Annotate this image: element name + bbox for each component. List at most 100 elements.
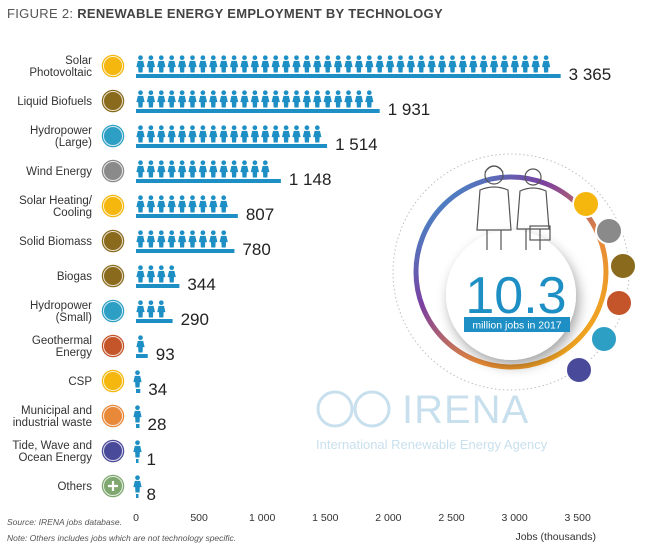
bar-base: [136, 109, 380, 113]
category-label: Hydropower: [30, 300, 92, 312]
leaf-icon: [100, 88, 126, 114]
plus-icon: [100, 473, 126, 499]
bar: [136, 125, 328, 148]
bar-base: [136, 284, 180, 288]
bars-layer: [133, 55, 561, 498]
bar-base: [136, 459, 139, 463]
bar: [133, 440, 142, 463]
bar: [133, 475, 142, 498]
category-label: Cooling: [53, 207, 92, 219]
ring-sun-icon: [572, 190, 600, 218]
ring-leaf-icon: [609, 252, 637, 280]
value-label: 780: [242, 240, 270, 259]
x-tick-label: 1 500: [312, 512, 338, 524]
x-tick-label: 3 000: [501, 512, 527, 524]
source-note: Source: IRENA jobs database.: [7, 517, 122, 527]
infographic-total: 10.3 million jobs in 2017: [392, 153, 637, 391]
bar: [136, 90, 380, 113]
value-label: 8: [147, 485, 156, 504]
value-label: 34: [148, 380, 167, 399]
ring-water-drop-icon: [590, 325, 618, 353]
x-tick-label: 2 000: [375, 512, 401, 524]
category-label: Solar Heating/: [19, 195, 93, 207]
value-label: 93: [156, 345, 175, 364]
x-tick-label: 1 000: [249, 512, 275, 524]
bar: [133, 405, 142, 428]
value-label: 3 365: [569, 65, 612, 84]
bar-base: [136, 179, 281, 183]
x-tick-label: 3 500: [565, 512, 591, 524]
irena-full-name: International Renewable Energy Agency: [316, 437, 548, 452]
category-label: Others: [57, 481, 92, 493]
ring-volcano-icon: [605, 289, 633, 317]
x-axis-title: Jobs (thousands): [515, 531, 596, 543]
category-label: CSP: [68, 376, 92, 388]
bar: [136, 335, 148, 358]
category-label: Liquid Biofuels: [17, 96, 92, 108]
ring-wind-icon: [595, 217, 623, 245]
category-label: Hydropower: [30, 125, 92, 137]
bar: [136, 265, 180, 288]
category-label: Photovoltaic: [29, 67, 92, 79]
ring-wave-icon: [565, 356, 593, 384]
category-label: Geothermal: [32, 335, 92, 347]
leaf-icon: [100, 263, 126, 289]
irena-logo-icon: [316, 390, 354, 428]
infographic-subtitle: million jobs in 2017: [472, 320, 561, 332]
wind-icon: [100, 158, 126, 184]
value-label: 290: [181, 310, 209, 329]
bar-base: [136, 494, 139, 498]
bar-base: [136, 319, 173, 323]
value-label: 807: [246, 205, 274, 224]
sun-icon: [100, 368, 126, 394]
value-label: 1 514: [335, 135, 378, 154]
sun-icon: [100, 193, 126, 219]
category-label: Solar: [65, 55, 92, 67]
value-label: 344: [187, 275, 215, 294]
x-tick-label: 0: [133, 512, 139, 524]
x-axis: 0 500 1 000 1 500 2 000 2 500 3 000 3 500 Jobs (…: [133, 512, 596, 543]
footnote: Note: Others includes jobs which are not…: [7, 533, 237, 543]
bar: [136, 300, 173, 323]
figure-title: FIGURE 2: RENEWABLE ENERGY EMPLOYMENT BY…: [7, 6, 443, 21]
sun-icon: [100, 53, 126, 79]
bar-base: [136, 354, 148, 358]
category-label: industrial waste: [13, 417, 92, 429]
bar-base: [136, 144, 328, 148]
volcano-icon: [100, 333, 126, 359]
bar: [136, 230, 235, 253]
bar-base: [136, 389, 141, 393]
category-label: Wind Energy: [26, 166, 92, 178]
category-label: (Small): [56, 312, 93, 324]
bar: [136, 55, 561, 78]
infographic-ring: [413, 174, 609, 370]
water-drop-icon: [100, 298, 126, 324]
wave-icon: [100, 438, 126, 464]
category-label: (Large): [55, 137, 92, 149]
irena-wordmark: IRENA: [402, 388, 529, 432]
x-tick-label: 500: [190, 512, 208, 524]
waste-icon: [100, 403, 126, 429]
infographic-subtitle-bg: [464, 317, 570, 332]
category-label: Solid Biomass: [19, 236, 92, 248]
figure-title-text: RENEWABLE ENERGY EMPLOYMENT BY TECHNOLOG…: [77, 6, 443, 21]
category-label: Ocean Energy: [18, 452, 92, 464]
category-label: Tide, Wave and: [12, 440, 92, 452]
workers-illustration: [476, 165, 551, 250]
value-label: 1 931: [388, 100, 431, 119]
bar-base: [136, 214, 238, 218]
category-label: Municipal and: [21, 405, 92, 417]
bar-base: [136, 249, 235, 253]
ring-icons: [565, 190, 637, 384]
category-label: Biogas: [57, 271, 92, 283]
value-label: 1: [147, 450, 156, 469]
bar-base: [136, 74, 561, 78]
bar: [136, 160, 281, 183]
leaf-icon: [100, 228, 126, 254]
infographic-total-value: 10.3: [465, 267, 566, 325]
bar-base: [136, 424, 140, 428]
water-drop-icon: [100, 123, 126, 149]
x-tick-label: 2 500: [438, 512, 464, 524]
